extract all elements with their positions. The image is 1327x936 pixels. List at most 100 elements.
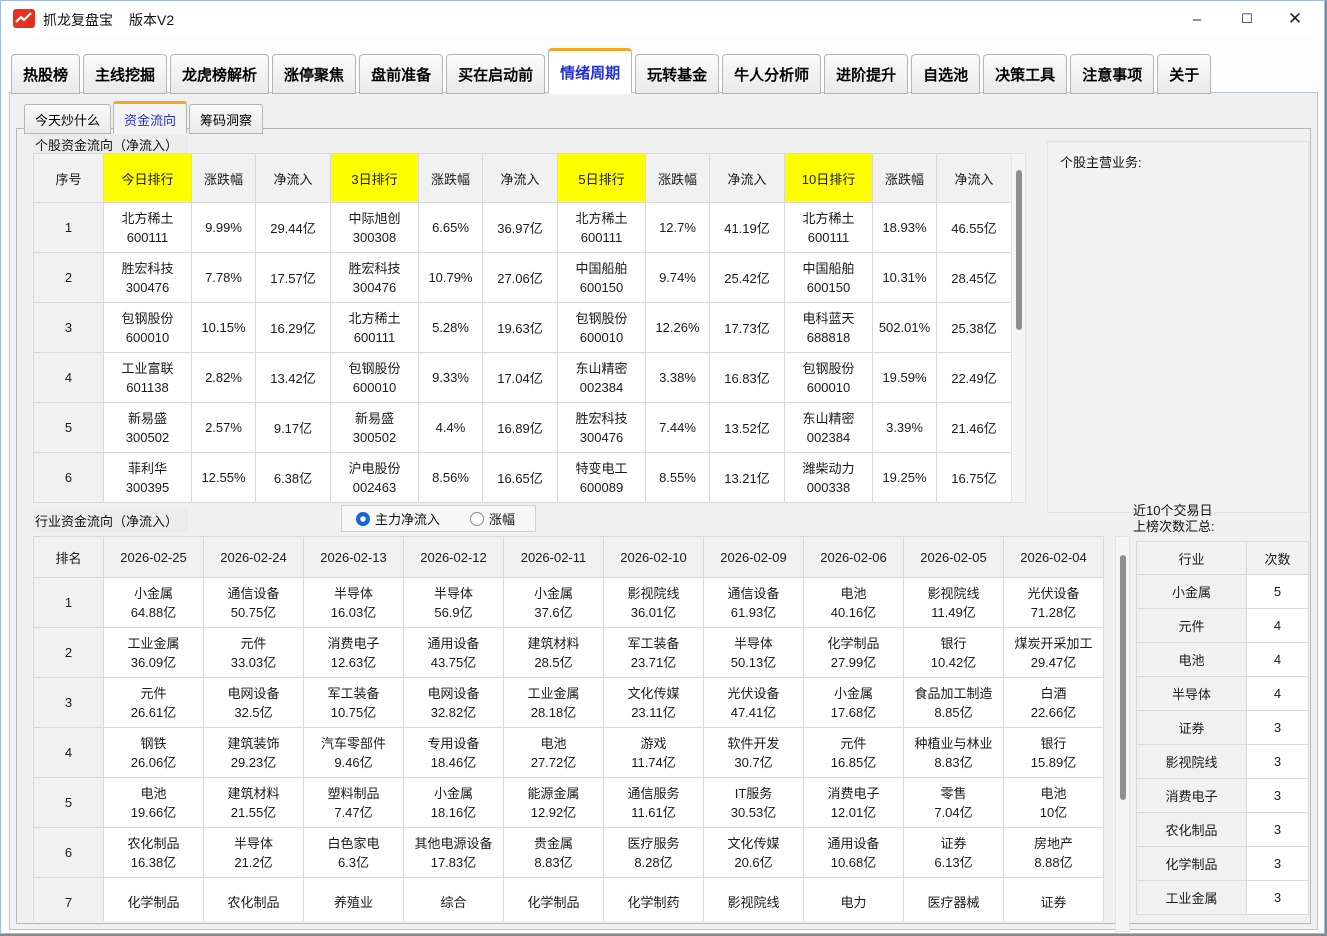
industry-cell[interactable]: 养殖业 <box>303 877 404 921</box>
industry-cell[interactable]: IT服务 30.53亿 <box>703 777 804 828</box>
industry-cell[interactable]: 半导体 21.2亿 <box>203 827 304 878</box>
industry-cell[interactable]: 农化制品 16.38亿 <box>103 827 204 878</box>
stock-name-cell[interactable]: 东山精密 002384 <box>557 352 646 403</box>
industry-cell[interactable]: 化学制品 <box>503 877 604 921</box>
main-tab-5[interactable]: 盘前准备 <box>359 54 444 94</box>
industry-cell[interactable]: 光伏设备 71.28亿 <box>1003 577 1104 628</box>
main-tab-4[interactable]: 涨停聚焦 <box>272 54 357 94</box>
main-tab-8[interactable]: 玩转基金 <box>635 54 720 94</box>
industry-cell[interactable]: 医疗器械 <box>903 877 1004 921</box>
industry-cell[interactable]: 医疗服务 8.28亿 <box>603 827 704 878</box>
industry-cell[interactable]: 半导体 16.03亿 <box>303 577 404 628</box>
industry-cell[interactable]: 影视院线 <box>703 877 804 921</box>
industry-cell[interactable]: 白色家电 6.3亿 <box>303 827 404 878</box>
industry-cell[interactable]: 专用设备 18.46亿 <box>403 727 504 778</box>
industry-cell[interactable]: 通信设备 50.75亿 <box>203 577 304 628</box>
stock-name-cell[interactable]: 电科蓝天 688818 <box>784 302 873 353</box>
industry-cell[interactable]: 电池 40.16亿 <box>803 577 904 628</box>
industry-cell[interactable]: 综合 <box>403 877 504 921</box>
industry-cell[interactable]: 化学制药 <box>603 877 704 921</box>
industry-cell[interactable]: 元件 16.85亿 <box>803 727 904 778</box>
industry-cell[interactable]: 煤炭开采加工 29.47亿 <box>1003 627 1104 678</box>
industry-cell[interactable]: 房地产 8.88亿 <box>1003 827 1104 878</box>
stock-name-cell[interactable]: 东山精密 002384 <box>784 402 873 453</box>
close-button[interactable]: ✕ <box>1287 9 1303 28</box>
industry-cell[interactable]: 种植业与林业 8.83亿 <box>903 727 1004 778</box>
stock-name-cell[interactable]: 新易盛 300502 <box>103 402 192 453</box>
radio-option-2[interactable]: 涨幅 <box>470 509 515 528</box>
industry-cell[interactable]: 化学制品 27.99亿 <box>803 627 904 678</box>
industry-cell[interactable]: 电池 10亿 <box>1003 777 1104 828</box>
industry-table-scrollbar-thumb[interactable] <box>1120 555 1126 800</box>
stock-table-scrollbar-thumb[interactable] <box>1016 170 1022 330</box>
industry-cell[interactable]: 建筑材料 21.55亿 <box>203 777 304 828</box>
industry-cell[interactable]: 影视院线 11.49亿 <box>903 577 1004 628</box>
stock-name-cell[interactable]: 潍柴动力 000338 <box>784 452 873 503</box>
industry-cell[interactable]: 贵金属 8.83亿 <box>503 827 604 878</box>
industry-cell[interactable]: 小金属 37.6亿 <box>503 577 604 628</box>
industry-cell[interactable]: 光伏设备 47.41亿 <box>703 677 804 728</box>
industry-cell[interactable]: 软件开发 30.7亿 <box>703 727 804 778</box>
industry-cell[interactable]: 汽车零部件 9.46亿 <box>303 727 404 778</box>
industry-cell[interactable]: 建筑材料 28.5亿 <box>503 627 604 678</box>
industry-cell[interactable]: 元件 33.03亿 <box>203 627 304 678</box>
main-tab-9[interactable]: 牛人分析师 <box>722 54 822 94</box>
industry-cell[interactable]: 证券 <box>1003 877 1104 921</box>
industry-cell[interactable]: 工业金属 28.18亿 <box>503 677 604 728</box>
stock-name-cell[interactable]: 中际旭创 300308 <box>330 202 419 253</box>
industry-cell[interactable]: 证券 6.13亿 <box>903 827 1004 878</box>
industry-cell[interactable]: 通用设备 43.75亿 <box>403 627 504 678</box>
stock-name-cell[interactable]: 胜宏科技 300476 <box>103 252 192 303</box>
industry-cell[interactable]: 元件 26.61亿 <box>103 677 204 728</box>
industry-cell[interactable]: 建筑装饰 29.23亿 <box>203 727 304 778</box>
stock-name-cell[interactable]: 胜宏科技 300476 <box>557 402 646 453</box>
industry-cell[interactable]: 通用设备 10.68亿 <box>803 827 904 878</box>
industry-cell[interactable]: 电力 <box>803 877 904 921</box>
stock-name-cell[interactable]: 中国船舶 600150 <box>784 252 873 303</box>
main-tab-2[interactable]: 主线挖掘 <box>83 54 168 94</box>
industry-cell[interactable]: 小金属 17.68亿 <box>803 677 904 728</box>
main-tab-14[interactable]: 关于 <box>1157 54 1212 94</box>
stock-name-cell[interactable]: 包钢股份 600010 <box>103 302 192 353</box>
industry-cell[interactable]: 小金属 64.88亿 <box>103 577 204 628</box>
main-tab-1[interactable]: 热股榜 <box>11 54 81 94</box>
industry-cell[interactable]: 军工装备 10.75亿 <box>303 677 404 728</box>
minimize-button[interactable]: – <box>1192 10 1202 28</box>
industry-table-scrollbar[interactable] <box>1115 536 1130 932</box>
industry-cell[interactable]: 农化制品 <box>203 877 304 921</box>
industry-cell[interactable]: 零售 7.04亿 <box>903 777 1004 828</box>
sub-tab-1[interactable]: 今天炒什么 <box>24 104 112 134</box>
industry-cell[interactable]: 其他电源设备 17.83亿 <box>403 827 504 878</box>
stock-name-cell[interactable]: 特变电工 600089 <box>557 452 646 503</box>
stock-name-cell[interactable]: 北方稀土 600111 <box>784 202 873 253</box>
stock-name-cell[interactable]: 北方稀土 600111 <box>330 302 419 353</box>
main-tab-7[interactable]: 情绪周期 <box>548 48 633 94</box>
industry-cell[interactable]: 电池 19.66亿 <box>103 777 204 828</box>
stock-name-cell[interactable]: 北方稀土 600111 <box>103 202 192 253</box>
industry-cell[interactable]: 小金属 18.16亿 <box>403 777 504 828</box>
industry-cell[interactable]: 电网设备 32.5亿 <box>203 677 304 728</box>
industry-cell[interactable]: 通信设备 61.93亿 <box>703 577 804 628</box>
industry-cell[interactable]: 电池 27.72亿 <box>503 727 604 778</box>
stock-name-cell[interactable]: 工业富联 601138 <box>103 352 192 403</box>
industry-cell[interactable]: 工业金属 36.09亿 <box>103 627 204 678</box>
industry-cell[interactable]: 半导体 50.13亿 <box>703 627 804 678</box>
industry-cell[interactable]: 钢铁 26.06亿 <box>103 727 204 778</box>
stock-name-cell[interactable]: 菲利华 300395 <box>103 452 192 503</box>
industry-cell[interactable]: 能源金属 12.92亿 <box>503 777 604 828</box>
stock-name-cell[interactable]: 包钢股份 600010 <box>557 302 646 353</box>
stock-name-cell[interactable]: 包钢股份 600010 <box>330 352 419 403</box>
sub-tab-3[interactable]: 筹码洞察 <box>189 104 264 134</box>
industry-cell[interactable]: 消费电子 12.01亿 <box>803 777 904 828</box>
main-tab-6[interactable]: 买在启动前 <box>446 54 546 94</box>
sub-tab-2[interactable]: 资金流向 <box>113 101 188 134</box>
industry-cell[interactable]: 银行 10.42亿 <box>903 627 1004 678</box>
industry-cell[interactable]: 食品加工制造 8.85亿 <box>903 677 1004 728</box>
main-tab-13[interactable]: 注意事项 <box>1070 54 1155 94</box>
stock-name-cell[interactable]: 新易盛 300502 <box>330 402 419 453</box>
stock-name-cell[interactable]: 包钢股份 600010 <box>784 352 873 403</box>
main-tab-12[interactable]: 决策工具 <box>983 54 1068 94</box>
stock-name-cell[interactable]: 北方稀土 600111 <box>557 202 646 253</box>
main-tab-10[interactable]: 进阶提升 <box>824 54 909 94</box>
industry-cell[interactable]: 塑料制品 7.47亿 <box>303 777 404 828</box>
